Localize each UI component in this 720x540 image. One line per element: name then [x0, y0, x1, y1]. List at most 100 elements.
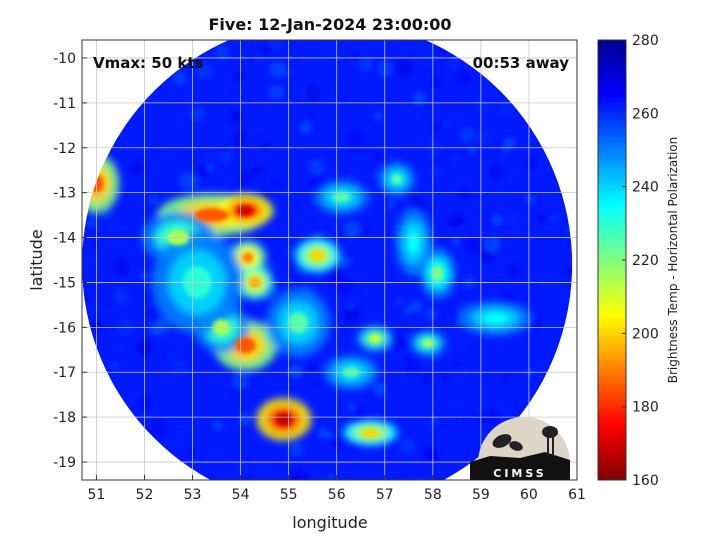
- texture-speck: [337, 255, 352, 269]
- texture-speck: [343, 60, 356, 73]
- time-away-annotation: 00:53 away: [473, 54, 570, 72]
- texture-speck: [98, 286, 116, 304]
- feature-core: [369, 334, 381, 343]
- texture-speck: [355, 495, 366, 506]
- texture-speck: [399, 438, 415, 454]
- texture-speck: [148, 195, 160, 206]
- y-tick-label: -11: [53, 96, 76, 112]
- texture-speck: [197, 69, 206, 77]
- texture-speck: [106, 331, 114, 339]
- texture-speck: [468, 146, 477, 155]
- texture-speck: [214, 45, 230, 61]
- colorbar-tick-label: 200: [632, 326, 659, 342]
- texture-speck: [324, 267, 343, 286]
- x-tick-label: 54: [232, 487, 250, 503]
- texture-speck: [459, 126, 475, 143]
- texture-speck: [337, 276, 354, 294]
- y-tick-label: -10: [53, 51, 76, 67]
- y-tick-label: -14: [53, 231, 76, 247]
- cimss-logo: CIMSS: [470, 417, 570, 480]
- y-tick-label: -18: [53, 410, 76, 426]
- texture-speck: [347, 302, 354, 309]
- texture-speck: [425, 308, 438, 321]
- x-tick-label: 52: [136, 487, 154, 503]
- texture-speck: [441, 82, 459, 100]
- texture-speck: [454, 213, 467, 227]
- texture-speck: [190, 106, 206, 122]
- colorbar-tick-label: 180: [632, 400, 659, 416]
- texture-speck: [346, 402, 357, 413]
- y-tick-label: -17: [53, 365, 76, 381]
- feature-core: [361, 428, 379, 437]
- texture-speck: [203, 426, 220, 443]
- texture-speck: [491, 214, 503, 226]
- texture-speck: [433, 407, 447, 420]
- colorbar-label: Brightness Temp - Horizontal Polarizatio…: [666, 137, 680, 384]
- x-tick-label: 51: [88, 487, 106, 503]
- texture-speck: [290, 468, 309, 480]
- texture-speck: [149, 419, 167, 437]
- texture-speck: [484, 410, 500, 426]
- texture-speck: [111, 287, 130, 306]
- colorbar-tick-label: 220: [632, 253, 659, 269]
- water-tower-icon: [542, 426, 558, 438]
- texture-speck: [106, 250, 122, 266]
- texture-speck: [455, 360, 463, 368]
- texture-speck: [358, 56, 373, 72]
- x-tick-label: 61: [568, 487, 586, 503]
- texture-speck: [508, 218, 524, 234]
- texture-speck: [83, 294, 91, 302]
- texture-speck: [273, 445, 286, 458]
- texture-speck: [307, 362, 318, 373]
- texture-speck: [399, 348, 407, 356]
- texture-speck: [113, 342, 125, 355]
- texture-speck: [475, 129, 490, 145]
- texture-speck: [524, 193, 535, 204]
- texture-speck: [495, 261, 502, 268]
- texture-speck: [524, 156, 538, 171]
- colorbar-ticks: 160 180 200 220 240 260 280: [622, 33, 659, 489]
- texture-speck: [171, 358, 188, 375]
- y-axis-label: latitude: [27, 229, 46, 290]
- texture-speck: [374, 151, 383, 160]
- texture-speck: [457, 411, 475, 429]
- texture-speck: [550, 214, 559, 223]
- texture-speck: [117, 319, 135, 337]
- texture-speck: [443, 119, 451, 128]
- texture-speck: [288, 475, 302, 480]
- feature-core: [236, 205, 255, 216]
- texture-speck: [476, 414, 486, 424]
- texture-speck: [408, 467, 422, 480]
- texture-speck: [91, 241, 98, 248]
- x-axis-ticks: 51 52 53 54 55 56 57 58 59 60 61: [88, 475, 586, 503]
- texture-speck: [412, 91, 427, 106]
- colorbar: [597, 39, 627, 481]
- texture-speck: [343, 220, 362, 239]
- texture-speck: [342, 304, 361, 323]
- texture-speck: [462, 275, 476, 289]
- texture-speck: [455, 70, 472, 86]
- texture-speck: [178, 172, 197, 190]
- texture-speck: [394, 59, 413, 77]
- x-tick-label: 56: [328, 487, 346, 503]
- colorbar-tick-label: 240: [632, 180, 659, 196]
- texture-speck: [422, 446, 437, 461]
- texture-speck: [152, 157, 161, 166]
- chart-title: Five: 12-Jan-2024 23:00:00: [208, 15, 451, 34]
- texture-speck: [308, 159, 325, 175]
- texture-speck: [236, 463, 249, 476]
- texture-speck: [147, 292, 155, 301]
- texture-speck: [428, 75, 442, 89]
- feature-core: [235, 337, 256, 354]
- texture-speck: [501, 145, 511, 155]
- texture-speck: [247, 298, 262, 312]
- texture-speck: [331, 438, 344, 452]
- texture-speck: [304, 84, 321, 102]
- colorbar-tick-label: 280: [632, 33, 659, 49]
- texture-speck: [238, 412, 252, 426]
- texture-speck: [138, 349, 146, 357]
- texture-speck: [404, 355, 412, 363]
- texture-speck: [265, 260, 278, 273]
- satellite-dish-icon: [492, 434, 512, 448]
- texture-speck: [387, 200, 396, 209]
